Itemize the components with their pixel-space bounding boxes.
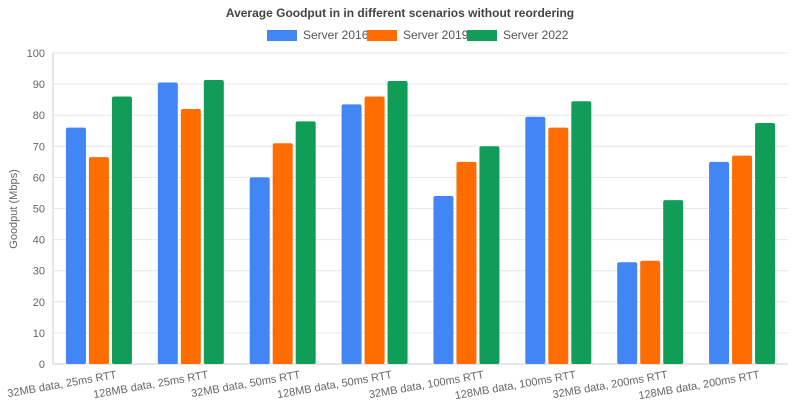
- bar-server-2022-3: [387, 80, 408, 365]
- y-tick-label: 50: [33, 204, 45, 216]
- bars: [65, 80, 776, 365]
- legend-item-server-2022[interactable]: Server 2022: [467, 28, 569, 42]
- bar-server-2016-7: [709, 161, 730, 364]
- legend-swatch: [267, 30, 297, 41]
- bar-server-2019-6: [640, 260, 661, 364]
- y-tick-label: 20: [33, 297, 45, 309]
- bar-server-2022-4: [479, 146, 500, 364]
- bar-server-2016-4: [433, 196, 454, 364]
- y-tick-label: 0: [39, 359, 45, 371]
- bar-server-2019-1: [180, 108, 201, 364]
- bar-server-2022-2: [295, 121, 316, 364]
- bar-server-2019-5: [548, 127, 569, 364]
- bar-server-2019-3: [364, 96, 385, 364]
- y-tick-label: 60: [33, 172, 45, 184]
- legend-swatch: [367, 30, 397, 41]
- y-tick-label: 90: [33, 79, 45, 91]
- legend-label: Server 2019: [403, 28, 469, 42]
- legend-item-server-2019[interactable]: Server 2019: [367, 28, 469, 42]
- bar-server-2022-5: [571, 101, 592, 364]
- bar-server-2016-0: [65, 127, 86, 364]
- bar-server-2016-1: [157, 82, 178, 365]
- bar-server-2019-0: [88, 157, 109, 364]
- bar-server-2016-6: [617, 262, 638, 364]
- bar-server-2019-7: [732, 155, 753, 364]
- bar-server-2022-1: [203, 80, 224, 364]
- y-tick-label: 100: [27, 48, 45, 60]
- bar-server-2019-2: [272, 143, 293, 364]
- bar-server-2016-3: [341, 104, 362, 364]
- legend-label: Server 2016: [303, 28, 369, 42]
- y-tick-label: 80: [33, 110, 45, 122]
- y-tick-label: 30: [33, 266, 45, 278]
- y-axis: 0 10 20 30 40 50 60 70 80 90 100: [27, 48, 54, 371]
- bar-server-2016-5: [525, 116, 546, 364]
- bar-server-2022-0: [111, 96, 132, 364]
- bar-server-2016-2: [249, 177, 270, 364]
- chart-title: Average Goodput in in different scenario…: [226, 6, 574, 20]
- legend-swatch: [467, 30, 497, 41]
- y-tick-label: 70: [33, 141, 45, 153]
- y-axis-label: Goodput (Mbps): [8, 169, 20, 248]
- bar-server-2022-7: [755, 122, 776, 364]
- bar-server-2022-6: [663, 200, 684, 364]
- legend-label: Server 2022: [503, 28, 569, 42]
- y-tick-label: 40: [33, 235, 45, 247]
- bar-server-2019-4: [456, 161, 477, 364]
- y-tick-label: 10: [33, 328, 45, 340]
- legend-item-server-2016[interactable]: Server 2016: [267, 28, 369, 42]
- legend: Server 2016 Server 2019 Server 2022: [267, 28, 569, 42]
